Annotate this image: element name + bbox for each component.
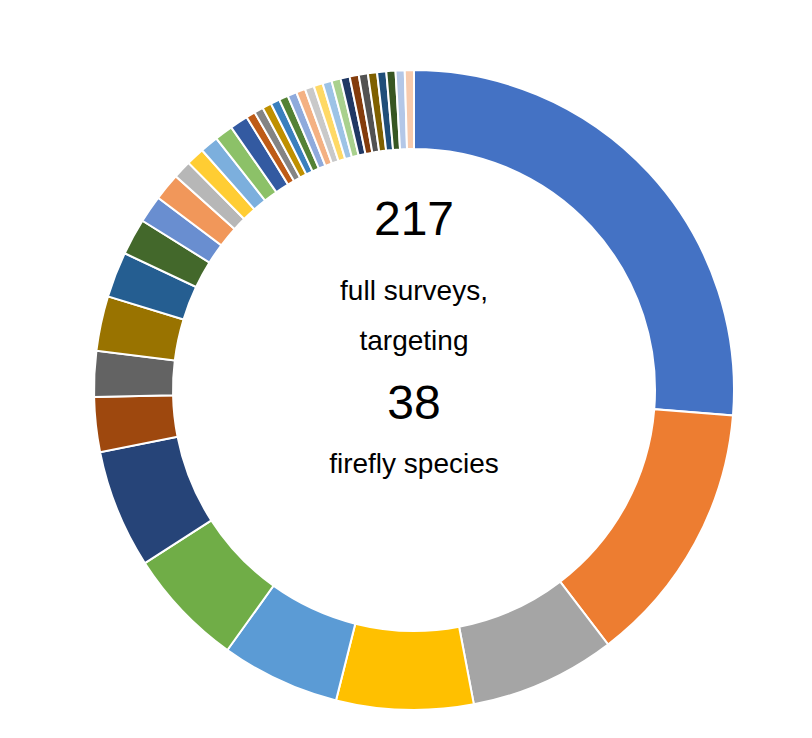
slice [414, 70, 734, 415]
slice [560, 409, 733, 644]
donut [94, 70, 734, 710]
center-label: 38 [387, 376, 440, 429]
center-label: firefly species [329, 448, 499, 479]
slice [100, 437, 211, 563]
center-label: 217 [374, 192, 454, 245]
center-label: targeting [360, 325, 469, 356]
center-text: 217 full surveys, targeting 38 firefly speci… [329, 192, 499, 479]
chart: 217 full surveys, targeting 38 firefly speci… [0, 0, 812, 738]
center-label: full surveys, [340, 275, 488, 306]
slice [459, 582, 608, 705]
slice [94, 395, 178, 452]
slice [336, 624, 474, 710]
slice [405, 70, 414, 149]
